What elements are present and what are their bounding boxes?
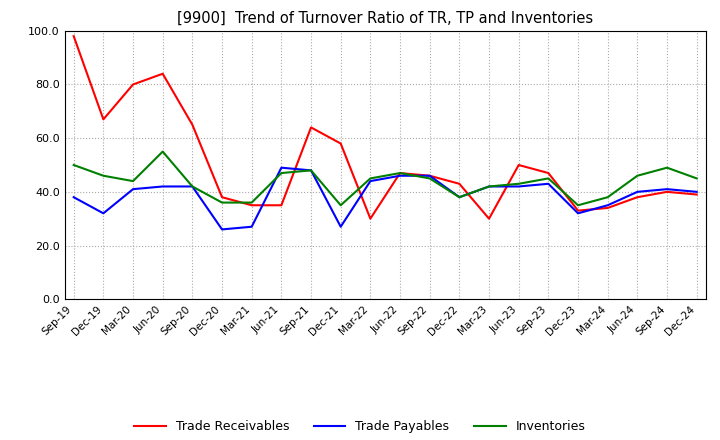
Trade Payables (69, 194, 78, 200)
Trade Payables (426, 173, 434, 178)
Trade Receivables (277, 202, 286, 208)
Trade Payables (633, 189, 642, 194)
Trade Receivables (426, 173, 434, 178)
Trade Receivables (455, 181, 464, 187)
Trade Receivables (485, 216, 493, 221)
Trade Payables (129, 187, 138, 192)
Inventories (188, 184, 197, 189)
Trade Receivables (574, 208, 582, 213)
Trade Receivables (248, 202, 256, 208)
Trade Payables (336, 224, 345, 229)
Trade Receivables (217, 194, 226, 200)
Inventories (366, 176, 374, 181)
Trade Receivables (693, 192, 701, 197)
Trade Payables (366, 179, 374, 184)
Inventories (455, 194, 464, 200)
Trade Payables (99, 211, 108, 216)
Inventories (217, 200, 226, 205)
Trade Receivables (188, 122, 197, 128)
Inventories (662, 165, 671, 170)
Trade Receivables (129, 82, 138, 87)
Trade Payables (307, 168, 315, 173)
Line: Trade Payables: Trade Payables (73, 168, 697, 229)
Inventories (603, 194, 612, 200)
Trade Receivables (662, 189, 671, 194)
Trade Payables (514, 184, 523, 189)
Line: Trade Receivables: Trade Receivables (73, 36, 697, 219)
Trade Payables (396, 173, 405, 178)
Trade Receivables (633, 194, 642, 200)
Trade Receivables (396, 170, 405, 176)
Trade Receivables (514, 162, 523, 168)
Inventories (485, 184, 493, 189)
Inventories (336, 202, 345, 208)
Trade Payables (248, 224, 256, 229)
Trade Payables (485, 184, 493, 189)
Trade Payables (158, 184, 167, 189)
Inventories (693, 176, 701, 181)
Inventories (396, 170, 405, 176)
Inventories (99, 173, 108, 178)
Inventories (277, 170, 286, 176)
Trade Receivables (366, 216, 374, 221)
Inventories (514, 181, 523, 187)
Trade Receivables (99, 117, 108, 122)
Trade Payables (662, 187, 671, 192)
Line: Inventories: Inventories (73, 151, 697, 205)
Inventories (633, 173, 642, 178)
Inventories (248, 200, 256, 205)
Trade Receivables (307, 125, 315, 130)
Trade Receivables (603, 205, 612, 211)
Inventories (544, 176, 553, 181)
Trade Receivables (158, 71, 167, 77)
Inventories (158, 149, 167, 154)
Inventories (574, 202, 582, 208)
Trade Payables (277, 165, 286, 170)
Title: [9900]  Trend of Turnover Ratio of TR, TP and Inventories: [9900] Trend of Turnover Ratio of TR, TP… (177, 11, 593, 26)
Trade Receivables (336, 141, 345, 146)
Trade Payables (693, 189, 701, 194)
Inventories (69, 162, 78, 168)
Legend: Trade Receivables, Trade Payables, Inventories: Trade Receivables, Trade Payables, Inven… (130, 415, 590, 438)
Trade Payables (217, 227, 226, 232)
Trade Payables (188, 184, 197, 189)
Inventories (307, 168, 315, 173)
Trade Receivables (69, 33, 78, 39)
Inventories (426, 176, 434, 181)
Inventories (129, 179, 138, 184)
Trade Receivables (544, 170, 553, 176)
Trade Payables (544, 181, 553, 187)
Trade Payables (603, 202, 612, 208)
Trade Payables (455, 194, 464, 200)
Trade Payables (574, 211, 582, 216)
